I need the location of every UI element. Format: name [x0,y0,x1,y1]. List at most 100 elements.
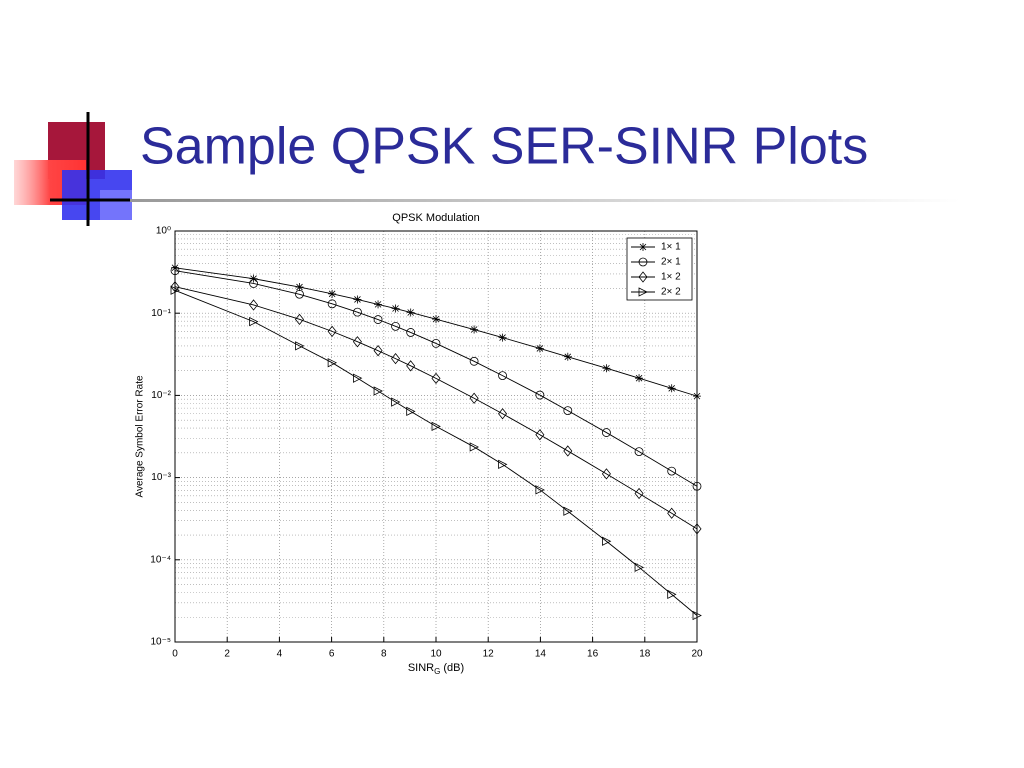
series-line [174,286,698,530]
marker [294,313,305,325]
marker [327,299,337,309]
marker [667,589,677,599]
marker [602,364,611,373]
marker [171,263,179,272]
marker [295,283,304,292]
marker [391,353,401,365]
marker [601,468,611,480]
x-axis-label-sub: G [434,667,440,676]
x-axis-label-unit: (dB) [443,662,464,674]
marker [327,325,337,338]
marker [469,356,479,366]
logo [14,112,132,226]
x-tick-label: 10 [430,649,442,660]
legend-label: 2× 2 [661,287,681,298]
marker [406,360,416,372]
marker [470,325,479,334]
x-tick-label: 8 [381,649,387,660]
marker [431,421,441,432]
y-tick-label: 10⁻⁴ [150,554,171,565]
x-tick-label: 20 [691,649,703,660]
y-tick-label: 10⁰ [156,226,171,237]
marker [634,447,644,457]
marker [602,428,611,437]
marker [638,257,648,267]
marker [431,372,441,385]
x-axis-label-main: SINR [408,662,434,674]
marker [170,285,180,295]
series-line [174,270,698,487]
marker [249,274,258,283]
series-line [174,289,698,616]
slide-title: Sample QPSK SER-SINR Plots [140,118,868,176]
marker [563,352,572,361]
legend-box [626,237,693,301]
x-tick-label: 12 [483,649,495,660]
marker [635,374,644,383]
marker [498,408,508,420]
marker [249,279,258,288]
marker [634,487,644,500]
marker [373,315,383,324]
legend-label: 1× 1 [661,242,681,253]
x-tick-label: 4 [277,649,283,660]
marker [498,333,507,342]
marker [563,506,573,516]
marker [353,295,362,304]
marker [692,481,702,491]
marker [353,307,362,317]
title-rule [130,199,960,202]
legend-label: 2× 1 [661,257,681,268]
x-tick-label: 18 [639,649,651,660]
plot-area [175,231,697,642]
marker [563,406,573,416]
marker [667,466,677,476]
marker [249,299,259,311]
marker [391,397,401,407]
x-tick-label: 0 [172,649,178,660]
marker [295,289,304,299]
marker [170,281,180,293]
marker [170,266,180,276]
plot-frame [174,230,698,643]
marker [634,562,644,572]
x-tick-label: 6 [329,649,335,660]
y-tick-label: 10⁻³ [151,472,171,483]
marker [373,345,383,357]
marker [295,341,305,351]
x-axis-label: SINRG (dB) [408,662,464,676]
marker [692,610,702,621]
marker [391,304,400,313]
marker [563,445,573,457]
marker [327,358,338,368]
marker [431,339,441,348]
marker [535,390,545,400]
marker [374,300,383,309]
marker [638,271,648,283]
x-tick-label: 16 [587,649,599,660]
marker [469,392,479,404]
marker [638,287,648,297]
marker [692,523,702,535]
marker [391,321,400,331]
y-tick-label: 10⁻⁵ [150,637,171,648]
x-tick-label: 14 [535,649,547,660]
x-tick-label: 2 [224,649,230,660]
marker [352,336,362,348]
marker [535,429,545,441]
marker [498,459,508,469]
chart-title: QPSK Modulation [392,212,479,224]
marker [469,442,480,452]
marker [667,507,677,519]
marker [249,316,259,327]
marker [602,536,612,546]
y-tick-label: 10⁻² [151,390,171,401]
marker [406,308,415,317]
y-axis-label: Average Symbol Error Rate [135,375,146,498]
marker [535,344,544,353]
marker [639,243,647,251]
marker [693,392,701,401]
legend-label: 1× 2 [661,272,681,283]
marker [406,406,416,416]
